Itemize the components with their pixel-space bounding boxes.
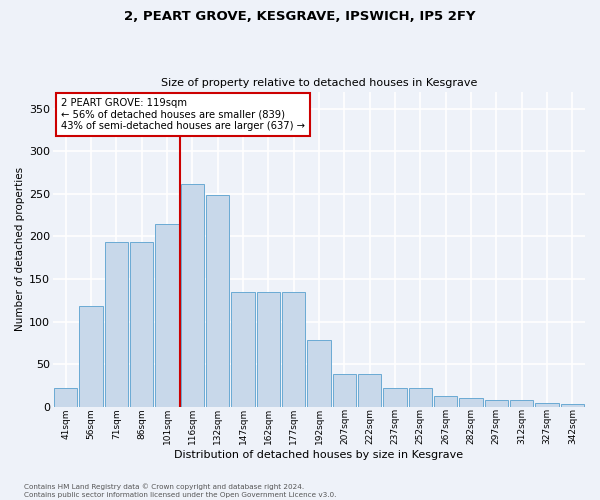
Text: 2, PEART GROVE, KESGRAVE, IPSWICH, IP5 2FY: 2, PEART GROVE, KESGRAVE, IPSWICH, IP5 2…: [124, 10, 476, 23]
Bar: [307, 340, 331, 406]
Bar: [333, 374, 356, 406]
Text: Contains HM Land Registry data © Crown copyright and database right 2024.
Contai: Contains HM Land Registry data © Crown c…: [24, 484, 337, 498]
Bar: [79, 306, 103, 406]
Bar: [383, 388, 407, 406]
Bar: [105, 242, 128, 406]
Bar: [257, 292, 280, 406]
Bar: [409, 388, 432, 406]
Bar: [54, 388, 77, 406]
Bar: [434, 396, 457, 406]
Bar: [130, 242, 154, 406]
Bar: [485, 400, 508, 406]
Bar: [510, 400, 533, 406]
Bar: [560, 404, 584, 406]
Bar: [535, 404, 559, 406]
Bar: [460, 398, 482, 406]
X-axis label: Distribution of detached houses by size in Kesgrave: Distribution of detached houses by size …: [175, 450, 464, 460]
Text: 2 PEART GROVE: 119sqm
← 56% of detached houses are smaller (839)
43% of semi-det: 2 PEART GROVE: 119sqm ← 56% of detached …: [61, 98, 305, 131]
Bar: [358, 374, 382, 406]
Bar: [181, 184, 204, 406]
Y-axis label: Number of detached properties: Number of detached properties: [15, 167, 25, 331]
Bar: [206, 196, 229, 406]
Bar: [282, 292, 305, 406]
Title: Size of property relative to detached houses in Kesgrave: Size of property relative to detached ho…: [161, 78, 477, 88]
Bar: [232, 292, 254, 406]
Bar: [155, 224, 179, 406]
